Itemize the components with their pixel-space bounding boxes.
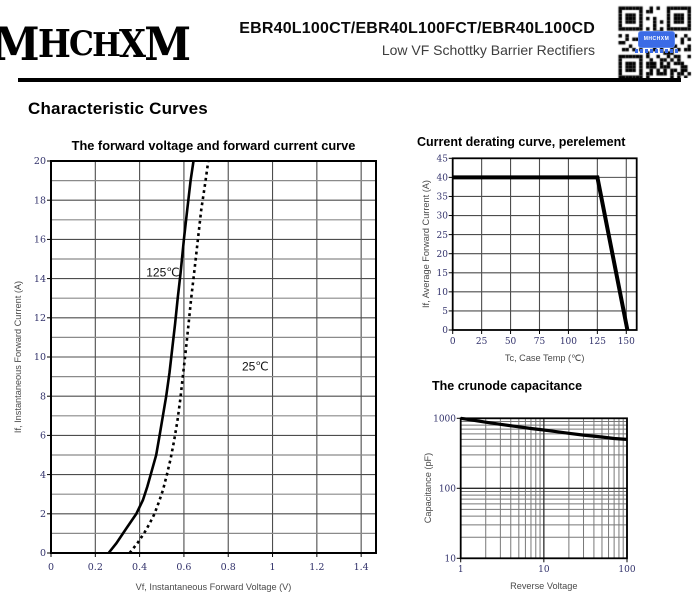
logo-letter: H: [92, 24, 121, 64]
grid: [51, 161, 376, 553]
page-title: EBR40L100CT/EBR40L100FCT/EBR40L100CD: [239, 20, 595, 37]
chart-title: The crunode capacitance: [432, 379, 582, 393]
x-axis-label: Vf, Instantaneous Forward Voltage (V): [136, 582, 292, 592]
qr-badge-dots: [635, 49, 679, 53]
y-tick-label: 20: [437, 250, 449, 260]
axis-ticks: 0 0.2 0.4 0.6 0.8 1 1.2 1.4 0 2 4 6 8 10 12 14 16 18 20: [34, 156, 369, 573]
logo-letter: H: [37, 21, 71, 66]
x-tick-label: 75: [534, 337, 546, 347]
x-tick-label: 1.4: [354, 562, 369, 573]
x-tick-label: 50: [505, 337, 517, 347]
logo-letter: C: [69, 24, 94, 64]
y-tick-label: 10: [445, 555, 457, 565]
x-tick-label: 1: [458, 565, 464, 575]
chart-title: Current derating curve, perelement: [417, 135, 626, 149]
y-tick-label: 4: [40, 470, 46, 481]
y-tick-label: 25: [437, 231, 449, 241]
y-tick-label: 6: [40, 431, 46, 442]
page-subtitle: Low VF Schottky Barrier Rectifiers: [381, 42, 595, 58]
y-tick-label: 0: [40, 548, 46, 559]
y-axis-label: If, Instantaneous Forward Current (A): [13, 281, 23, 433]
x-tick-label: 100: [618, 565, 635, 575]
header-divider: [18, 78, 681, 82]
x-axis-label: Tc, Case Temp (℃): [505, 353, 585, 363]
x-tick-label: 0: [48, 562, 54, 573]
x-tick-label: 0.6: [176, 562, 191, 573]
section-title: Characteristic Curves: [28, 99, 208, 118]
x-tick-label: 0.2: [88, 562, 103, 573]
y-tick-label: 0: [442, 326, 448, 336]
x-tick-label: 1.2: [309, 562, 324, 573]
y-tick-label: 8: [40, 391, 46, 402]
qr-center-badge: MHCHXM: [639, 32, 674, 47]
series-125: [107, 160, 195, 554]
series-derating: [452, 175, 630, 331]
x-tick-label: 25: [476, 337, 488, 347]
x-tick-label: 10: [538, 565, 550, 575]
y-axis-label: If, Average Forward Current (A): [421, 180, 431, 308]
series-25: [128, 160, 210, 554]
y-tick-label: 100: [439, 485, 456, 495]
y-tick-label: 12: [34, 313, 46, 324]
y-tick-label: 10: [437, 288, 449, 298]
x-tick-label: 0.8: [221, 562, 236, 573]
y-tick-label: 30: [437, 212, 449, 222]
y-tick-label: 10: [34, 352, 46, 363]
y-tick-label: 16: [34, 235, 46, 246]
curve-annotation: 125℃: [146, 266, 180, 280]
qr-code-icon: MHCHXM: [617, 5, 695, 78]
series-junctioncapacitance: [460, 416, 628, 441]
logo-letter: X: [118, 21, 146, 66]
y-tick-label: 14: [34, 274, 46, 285]
chart-vf-if-canvas: The forward voltage and forward current …: [13, 138, 377, 592]
y-tick-label: 2: [40, 509, 46, 520]
axis-ticks: 0 25 50 75 100 125 150 0 5 10 15 20 25 30 35 40 45: [437, 155, 636, 348]
x-tick-label: 1: [270, 562, 276, 573]
grid: [460, 418, 628, 559]
chart-forward-voltage-current: The forward voltage and forward current …: [13, 138, 377, 592]
y-tick-label: 18: [34, 195, 46, 206]
curve-annotation: 25℃: [242, 360, 269, 374]
y-tick-label: 1000: [433, 415, 456, 425]
y-tick-label: 20: [34, 156, 46, 167]
x-tick-label: 125: [589, 337, 606, 347]
y-axis-label: Capacitance (pF): [423, 453, 433, 523]
y-tick-label: 5: [442, 307, 448, 317]
x-tick-label: 0.4: [132, 562, 147, 573]
logo-letter: M: [0, 21, 40, 67]
plot-border: [451, 157, 638, 331]
brand-logo: MHCHXM: [0, 14, 191, 74]
logo-letter: M: [144, 17, 191, 71]
y-tick-label: 40: [437, 174, 449, 184]
y-tick-label: 45: [437, 155, 449, 165]
x-tick-label: 0: [450, 337, 456, 347]
x-tick-label: 100: [560, 337, 577, 347]
chart-title: The forward voltage and forward current …: [72, 138, 356, 153]
grid: [452, 158, 637, 330]
x-tick-label: 150: [618, 337, 635, 347]
y-tick-label: 35: [437, 193, 449, 203]
x-axis-label: Reverse Voltage: [510, 581, 577, 591]
y-tick-label: 15: [437, 269, 449, 279]
